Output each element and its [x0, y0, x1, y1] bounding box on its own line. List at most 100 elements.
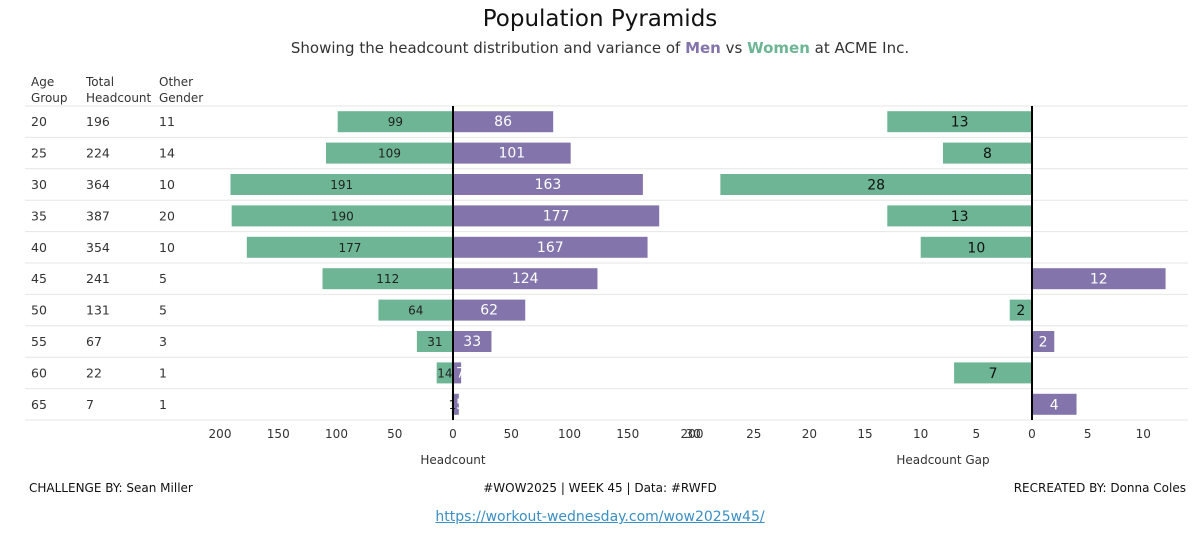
gap-value-label: 13 — [951, 209, 969, 225]
men-bar — [453, 393, 459, 415]
footer-center: #WOW2025 | WEEK 45 | Data: #RWFD — [483, 481, 717, 495]
gap-value-label: 12 — [1090, 272, 1108, 288]
cell-total-headcount: 354 — [86, 240, 110, 255]
cell-age-group: 40 — [31, 240, 47, 255]
men-value-label: 101 — [498, 146, 525, 162]
men-bar — [453, 205, 660, 227]
subtitle-women: Women — [747, 39, 810, 57]
women-bar — [416, 331, 453, 352]
women-value-label: 112 — [376, 272, 399, 286]
column-header-other-gender: Other Gender — [159, 75, 204, 105]
women-bar — [231, 205, 453, 227]
cell-age-group: 65 — [31, 397, 47, 412]
subtitle-men: Men — [685, 39, 721, 57]
gap-tick-label: 20 — [802, 427, 817, 441]
gap-bar-men — [1032, 331, 1055, 352]
men-bar — [453, 236, 648, 258]
men-value-label: 5 — [456, 397, 465, 413]
women-bar — [436, 362, 453, 384]
women-bar — [322, 268, 453, 290]
pyramid-left-tick-label: 50 — [387, 427, 402, 441]
gap-value-label: 7 — [989, 366, 998, 382]
cell-total-headcount: 364 — [86, 177, 110, 192]
gap-bar-women — [942, 142, 1032, 164]
men-value-label: 167 — [537, 240, 564, 256]
cell-age-group: 20 — [31, 114, 47, 129]
gap-tick-label: 30 — [685, 427, 700, 441]
cell-age-group: 25 — [31, 146, 47, 161]
gap-bar-women — [954, 362, 1032, 384]
gap-bar-men — [1032, 393, 1077, 415]
women-bar — [337, 111, 453, 133]
cell-other-gender: 1 — [159, 365, 167, 380]
cell-age-group: 50 — [31, 303, 47, 318]
pyramid-left-tick-label: 200 — [209, 427, 232, 441]
women-value-label: 64 — [408, 304, 423, 318]
women-bar — [378, 299, 453, 321]
gap-bar-men — [1032, 268, 1166, 290]
pyramid-left-tick-label: 0 — [449, 427, 457, 441]
footer-recreated-by: RECREATED BY: Donna Coles — [1013, 481, 1186, 495]
men-bar — [453, 142, 571, 164]
pyramid-left-tick-label: 150 — [267, 427, 290, 441]
gap-tick-label: 25 — [746, 427, 761, 441]
women-value-label: 14 — [437, 366, 452, 380]
pyramid-left-tick-label: 100 — [325, 427, 348, 441]
cell-age-group: 30 — [31, 177, 47, 192]
gap-bar-women — [920, 236, 1032, 258]
chart-title: Population Pyramids — [482, 6, 718, 32]
men-bar — [453, 362, 462, 384]
cell-total-headcount: 387 — [86, 208, 110, 223]
cell-age-group: 60 — [31, 365, 47, 380]
men-value-label: 33 — [463, 334, 481, 350]
gap-value-label: 2 — [1039, 335, 1048, 351]
cell-total-headcount: 241 — [86, 271, 110, 286]
column-header-total-headcount: Total Headcount — [86, 75, 152, 105]
gap-value-label: 2 — [1016, 303, 1025, 319]
gap-bar-women — [1009, 299, 1032, 321]
pyramid-axis-title: Headcount — [420, 453, 486, 467]
men-value-label: 62 — [480, 303, 498, 319]
cell-age-group: 35 — [31, 208, 47, 223]
women-value-label: 190 — [331, 209, 354, 223]
men-value-label: 86 — [494, 114, 512, 130]
gap-axis-title: Headcount Gap — [896, 453, 989, 467]
footer-link[interactable]: https://workout-wednesday.com/wow2025w45… — [435, 509, 765, 525]
gap-tick-label: 5 — [973, 427, 981, 441]
column-header-age-group: Age Group — [31, 75, 68, 105]
footer-challenge-by: CHALLENGE BY: Sean Miller — [29, 481, 193, 495]
gap-tick-label: 10 — [913, 427, 928, 441]
women-value-label: 31 — [427, 335, 442, 349]
women-value-label: 191 — [330, 178, 353, 192]
cell-total-headcount: 196 — [86, 114, 110, 129]
gap-value-label: 8 — [983, 146, 992, 162]
men-bar — [453, 268, 598, 290]
women-value-label: 109 — [378, 147, 401, 161]
men-value-label: 177 — [543, 208, 570, 224]
women-bar — [230, 174, 453, 195]
chart-subtitle: Showing the headcount distribution and v… — [0, 39, 1200, 57]
men-bar — [453, 331, 492, 352]
cell-other-gender: 5 — [159, 271, 167, 286]
women-bar — [326, 142, 453, 164]
cell-other-gender: 1 — [159, 397, 167, 412]
gap-tick-label: 5 — [1084, 427, 1092, 441]
men-bar — [453, 174, 643, 195]
pyramid-right-tick-label: 100 — [558, 427, 581, 441]
cell-other-gender: 10 — [159, 177, 175, 192]
men-value-label: 124 — [512, 271, 539, 287]
cell-total-headcount: 22 — [86, 365, 102, 380]
gap-bar-women — [720, 174, 1032, 195]
women-value-label: 99 — [388, 115, 403, 129]
cell-age-group: 45 — [31, 271, 47, 286]
men-value-label: 163 — [535, 177, 562, 193]
cell-other-gender: 10 — [159, 240, 175, 255]
cell-other-gender: 3 — [159, 334, 167, 349]
men-bar — [453, 111, 554, 133]
gap-value-label: 4 — [1050, 397, 1059, 413]
men-value-label: 7 — [456, 365, 465, 381]
cell-age-group: 55 — [31, 334, 47, 349]
gap-value-label: 28 — [867, 178, 885, 194]
cell-total-headcount: 131 — [86, 303, 110, 318]
subtitle-mid: vs — [720, 39, 748, 57]
